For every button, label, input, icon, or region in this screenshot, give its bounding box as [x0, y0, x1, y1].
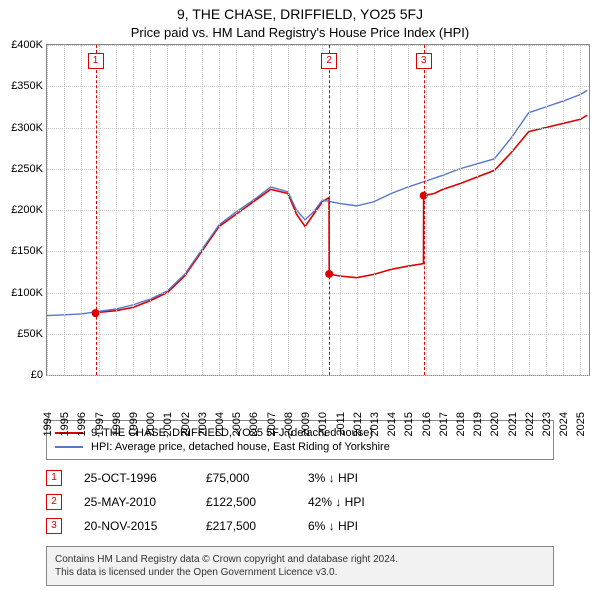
- chart-subtitle: Price paid vs. HM Land Registry's House …: [0, 22, 600, 44]
- event-table: 1 25-OCT-1996 £75,000 3% ↓ HPI 2 25-MAY-2010 £…: [46, 466, 554, 538]
- y-axis-label: £100K: [11, 287, 47, 299]
- x-axis-label: 2011: [331, 412, 347, 436]
- event-row: 1 25-OCT-1996 £75,000 3% ↓ HPI: [46, 466, 554, 490]
- x-axis-label: 2012: [348, 412, 364, 436]
- legend-swatch: [55, 446, 83, 448]
- x-axis-label: 2002: [176, 412, 192, 436]
- event-price: £122,500: [206, 495, 286, 509]
- event-marker-2: 2: [46, 494, 62, 510]
- x-axis-label: 2014: [382, 412, 398, 436]
- x-axis-label: 2005: [227, 412, 243, 436]
- x-axis-label: 1999: [124, 412, 140, 436]
- footer-line-2: This data is licensed under the Open Gov…: [55, 566, 545, 579]
- x-axis-label: 2009: [296, 412, 312, 436]
- x-axis-label: 2001: [158, 412, 174, 436]
- x-axis-label: 2018: [451, 412, 467, 436]
- y-axis-label: £400K: [11, 39, 47, 51]
- event-price: £75,000: [206, 471, 286, 485]
- x-axis-label: 2004: [210, 412, 226, 436]
- x-axis-label: 2017: [434, 412, 450, 436]
- x-axis-label: 2008: [279, 412, 295, 436]
- x-axis-label: 1995: [55, 412, 71, 436]
- series-price_paid: [96, 115, 588, 313]
- x-axis-label: 2006: [244, 412, 260, 436]
- series-hpi: [47, 90, 587, 315]
- event-price: £217,500: [206, 519, 286, 533]
- event-date: 20-NOV-2015: [84, 519, 184, 533]
- x-axis-label: 1998: [107, 412, 123, 436]
- x-axis-label: 2003: [193, 412, 209, 436]
- x-axis-label: 2015: [399, 412, 415, 436]
- x-axis-label: 2023: [537, 412, 553, 436]
- event-delta: 6% ↓ HPI: [308, 519, 408, 533]
- y-axis-label: £250K: [11, 163, 47, 175]
- x-axis-label: 1997: [90, 412, 106, 436]
- event-date: 25-MAY-2010: [84, 495, 184, 509]
- x-axis-label: 2010: [313, 412, 329, 436]
- chart-plot-area: £0£50K£100K£150K£200K£250K£300K£350K£400…: [46, 44, 590, 376]
- x-axis-label: 1994: [38, 412, 54, 436]
- event-delta: 3% ↓ HPI: [308, 471, 408, 485]
- chart-title: 9, THE CHASE, DRIFFIELD, YO25 5FJ: [0, 0, 600, 22]
- event-marker-3: 3: [46, 518, 62, 534]
- legend-item: HPI: Average price, detached house, East…: [55, 440, 545, 454]
- y-axis-label: £150K: [11, 245, 47, 257]
- marker-box-1: 1: [88, 53, 104, 69]
- legend-label: HPI: Average price, detached house, East…: [91, 441, 390, 453]
- y-axis-label: £300K: [11, 122, 47, 134]
- event-marker-1: 1: [46, 470, 62, 486]
- y-axis-label: £200K: [11, 204, 47, 216]
- x-axis-label: 2020: [485, 412, 501, 436]
- x-axis-label: 2024: [554, 412, 570, 436]
- footer-line-1: Contains HM Land Registry data © Crown c…: [55, 553, 545, 566]
- event-delta: 42% ↓ HPI: [308, 495, 408, 509]
- x-axis-label: 2016: [417, 412, 433, 436]
- event-date: 25-OCT-1996: [84, 471, 184, 485]
- event-row: 2 25-MAY-2010 £122,500 42% ↓ HPI: [46, 490, 554, 514]
- x-axis-label: 2013: [365, 412, 381, 436]
- event-row: 3 20-NOV-2015 £217,500 6% ↓ HPI: [46, 514, 554, 538]
- y-axis-label: £50K: [17, 328, 47, 340]
- y-axis-label: £350K: [11, 80, 47, 92]
- x-axis-label: 1996: [72, 412, 88, 436]
- x-axis-label: 2019: [468, 412, 484, 436]
- x-axis-labels: 1994199519961997199819992000200120022003…: [46, 376, 590, 412]
- x-axis-label: 2025: [571, 412, 587, 436]
- y-axis-label: £0: [31, 369, 47, 381]
- marker-box-3: 3: [416, 53, 432, 69]
- x-axis-label: 2000: [141, 412, 157, 436]
- footer-attribution: Contains HM Land Registry data © Crown c…: [46, 546, 554, 586]
- x-axis-label: 2007: [262, 412, 278, 436]
- x-axis-label: 2021: [503, 412, 519, 436]
- marker-box-2: 2: [321, 53, 337, 69]
- x-axis-label: 2022: [520, 412, 536, 436]
